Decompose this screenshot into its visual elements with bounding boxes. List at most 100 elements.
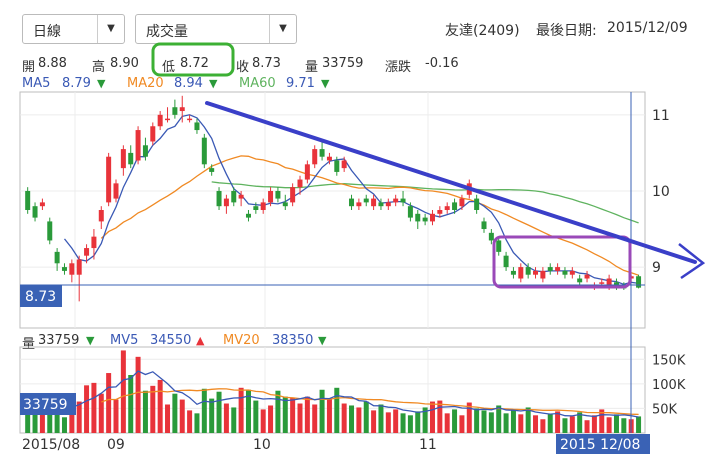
volume-bar (378, 404, 384, 433)
volume-tick-label: 150K (652, 353, 686, 368)
candle-body (378, 202, 384, 207)
volume-label: 量 (305, 60, 319, 75)
candle-body (437, 210, 443, 214)
candle-body (334, 160, 340, 172)
volume-bar (113, 399, 119, 433)
candle-body (341, 160, 347, 169)
mv5-value: 34550 (150, 333, 192, 348)
candle-body (533, 270, 539, 275)
volume-bar (385, 412, 391, 433)
candle-body (525, 267, 531, 275)
candle-body (135, 130, 141, 161)
candle-body (577, 278, 583, 283)
volume-bar (76, 401, 82, 433)
ma5-value: 8.79 (62, 76, 91, 91)
volume-bar (577, 412, 583, 433)
candle-body (363, 198, 369, 203)
candle-body (481, 221, 487, 230)
volume-bar (474, 408, 480, 433)
candle-body (128, 152, 134, 165)
candle-body (194, 122, 200, 131)
down-triangle-icon: ▼ (86, 334, 95, 347)
volume-bar (407, 415, 413, 433)
ma60-value: 9.71 (286, 76, 315, 91)
volume-bar (356, 407, 362, 433)
open-value: 8.88 (38, 56, 67, 71)
candle-body (304, 164, 310, 180)
volume-bar (142, 390, 148, 433)
candle-body (312, 149, 318, 165)
volume-bar (562, 418, 568, 433)
candle-body (319, 149, 325, 157)
volume-bar (238, 387, 244, 433)
price-tag-text: 8.73 (25, 289, 56, 305)
volume-bar (209, 398, 215, 433)
volume-bar (488, 412, 494, 433)
indicator-select[interactable]: 成交量 ▼ (135, 14, 297, 44)
volume-bar (422, 407, 428, 433)
volume-tick-label: 50K (652, 402, 678, 417)
vol-legend-label: 量 (22, 337, 36, 352)
volume-bar (452, 409, 458, 433)
volume-bar (165, 404, 171, 433)
volume-bar (187, 410, 193, 433)
candle-body (113, 183, 119, 199)
candle-body (260, 202, 266, 210)
volume-bar (496, 405, 502, 433)
candle-body (76, 259, 82, 275)
ma20-line (100, 155, 639, 276)
mv20-value: 38350 (272, 333, 314, 348)
stock-name: 友達(2409) (445, 23, 520, 39)
candle-body (415, 213, 421, 222)
candle-body (297, 179, 303, 188)
candle-body (253, 206, 259, 210)
consolidation-box-annotation (492, 235, 632, 289)
indicator-select-label: 成交量 (146, 24, 188, 40)
volume-bar (120, 350, 126, 433)
last-date: 2015/12/09 (607, 20, 688, 36)
chevron-down-icon[interactable]: ▼ (97, 15, 124, 43)
volume-bar (216, 391, 222, 433)
volume-value: 33759 (322, 56, 364, 71)
candle-body (187, 118, 193, 121)
candle-body (459, 198, 465, 207)
volume-bar (231, 407, 237, 433)
candle-body (290, 187, 296, 203)
volume-bar (349, 405, 355, 433)
chevron-down-icon[interactable]: ▼ (269, 15, 296, 43)
candle-body (69, 263, 75, 275)
mv5-label: MV5 (110, 333, 139, 348)
down-triangle-icon: ▼ (318, 334, 327, 347)
candle-body (172, 107, 178, 115)
candle-body (488, 232, 494, 241)
volume-bar (606, 417, 612, 433)
volume-bar (393, 409, 399, 433)
change-value: -0.16 (425, 56, 459, 71)
volume-bar (319, 389, 325, 433)
candle-body (422, 217, 428, 222)
candle-body (106, 156, 112, 203)
volume-bar (69, 402, 75, 433)
candle-body (510, 270, 516, 275)
volume-bar (444, 413, 450, 433)
candle-body (231, 190, 237, 203)
candle-body (238, 194, 244, 199)
arrow-head-annotation (678, 243, 706, 280)
ma5-label: MA5 (22, 76, 51, 91)
candle-body (61, 267, 67, 271)
date-tick-label: 09 (107, 437, 125, 453)
candle-body (452, 202, 458, 210)
candle-body (400, 198, 406, 203)
volume-bar (290, 397, 296, 433)
candle-body (569, 270, 575, 275)
low-value: 8.72 (180, 56, 209, 71)
price-tick-label: 11 (652, 108, 670, 124)
volume-bar (98, 393, 104, 433)
candle-body (636, 276, 642, 288)
volume-bar (84, 385, 90, 433)
volume-bar (61, 417, 67, 433)
candle-body (562, 270, 568, 275)
down-triangle-icon: ▼ (321, 77, 330, 90)
period-select[interactable]: 日線 ▼ (22, 14, 125, 44)
